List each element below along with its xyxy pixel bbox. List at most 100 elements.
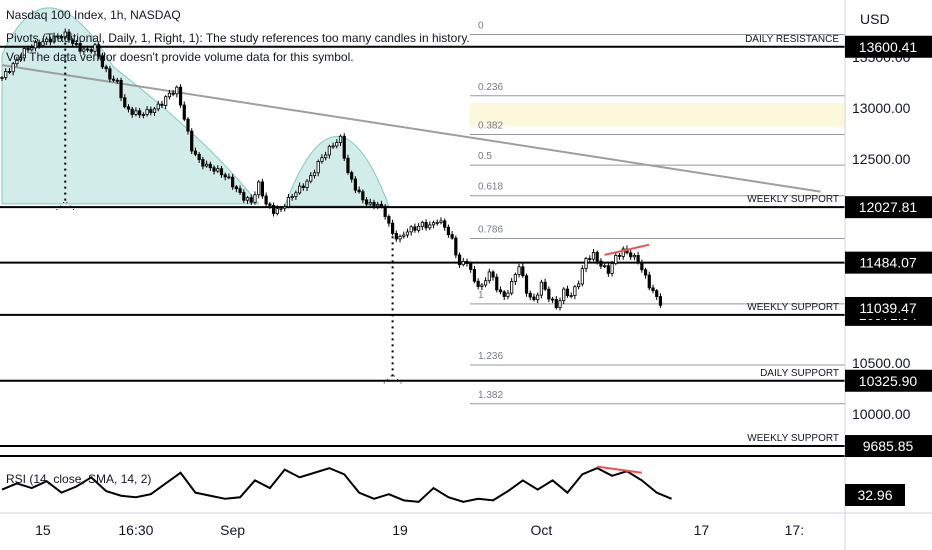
candle-body xyxy=(465,261,469,264)
candle-body xyxy=(156,103,160,110)
rsi-value-tag: 32.96 xyxy=(857,487,892,503)
candle-body xyxy=(469,263,473,270)
level-price-tag-box xyxy=(845,369,932,392)
candle-body xyxy=(379,203,384,208)
candle-body xyxy=(316,160,320,174)
candle-body xyxy=(446,226,451,235)
candle-body xyxy=(108,68,112,80)
candle-body xyxy=(632,255,637,258)
candle-body xyxy=(71,39,75,44)
candle-body xyxy=(495,276,499,291)
candle-body xyxy=(383,206,387,217)
candle-body xyxy=(394,233,398,240)
x-tick-label: 15 xyxy=(35,522,51,538)
candle-body xyxy=(227,176,231,179)
y-tick-label: 10500.00 xyxy=(852,355,911,371)
fib-label: 1 xyxy=(478,290,484,301)
candle-body xyxy=(643,269,648,276)
candle-body xyxy=(376,203,380,207)
candle-body xyxy=(603,265,607,268)
candle-body xyxy=(510,280,514,294)
candle-body xyxy=(357,189,361,193)
candle-body xyxy=(126,106,131,110)
candle-body xyxy=(231,176,235,188)
candle-body xyxy=(476,280,480,287)
rsi-line xyxy=(1,467,672,503)
y-tick-label: 10000.00 xyxy=(852,406,911,422)
candle-body xyxy=(30,47,34,51)
candle-body xyxy=(554,299,558,308)
x-tick-label: 17 xyxy=(694,522,710,538)
candle-body xyxy=(398,235,402,240)
candle-body xyxy=(245,197,250,201)
candle-body xyxy=(56,35,60,38)
fib-label: 0.5 xyxy=(478,151,492,162)
candle-body xyxy=(4,71,8,78)
candle-body xyxy=(74,43,78,45)
candle-body xyxy=(283,206,287,209)
fib-label: 0.236 xyxy=(478,82,503,93)
candle-body xyxy=(15,59,19,65)
candle-body xyxy=(0,77,4,79)
candle-body xyxy=(547,288,551,300)
candle-body xyxy=(461,261,465,266)
candle-body xyxy=(558,300,562,308)
level-price-tag: 11484.07 xyxy=(859,255,917,271)
candle-body xyxy=(18,57,23,61)
candle-body xyxy=(249,197,253,203)
candle-body xyxy=(275,208,279,214)
candle-body xyxy=(145,109,149,115)
candle-body xyxy=(521,266,525,277)
x-tick-label: Oct xyxy=(531,522,553,538)
candle-body xyxy=(242,192,246,201)
level-price-tag: 9685.85 xyxy=(863,438,914,454)
candle-body xyxy=(190,130,194,152)
x-tick-label: Sep xyxy=(220,522,245,538)
candle-body xyxy=(417,225,421,231)
candle-body xyxy=(614,255,618,264)
candle-body xyxy=(532,296,536,301)
candle-body xyxy=(402,234,406,237)
x-tick-label: 16:30 xyxy=(118,522,153,538)
candle-body xyxy=(629,252,633,258)
candle-body xyxy=(45,38,49,43)
level-price-tag: 10325.90 xyxy=(859,373,918,389)
candle-body xyxy=(513,274,517,282)
candle-body xyxy=(271,205,276,214)
candle-body xyxy=(428,224,432,229)
candle-body xyxy=(524,275,529,294)
candle-body xyxy=(279,207,283,210)
fib-label: 1.382 xyxy=(478,390,503,401)
candle-body xyxy=(97,44,101,57)
candle-body xyxy=(104,66,108,70)
trendline xyxy=(1,64,821,193)
candle-body xyxy=(409,226,413,233)
candle-body xyxy=(528,292,532,298)
x-tick-label: 17: xyxy=(785,522,804,538)
candle-body xyxy=(197,153,201,160)
candle-body xyxy=(405,231,410,236)
candle-body xyxy=(26,48,30,51)
candle-body xyxy=(424,221,428,229)
candle-body xyxy=(123,97,127,108)
candle-body xyxy=(100,55,105,68)
fib-label: 0 xyxy=(478,21,484,32)
candle-body xyxy=(238,188,242,193)
candle-body xyxy=(580,268,584,285)
candle-body xyxy=(141,114,145,116)
supply-zone xyxy=(470,102,845,127)
candle-body xyxy=(253,194,257,203)
level-name: WEEKLY SUPPORT xyxy=(747,433,839,444)
candle-body xyxy=(506,292,510,297)
rsi-label: RSI (14, close, SMA, 14, 2) xyxy=(6,472,151,486)
candle-body xyxy=(431,222,436,226)
candle-body xyxy=(606,265,610,274)
level-price-tag-box xyxy=(845,35,932,58)
candle-body xyxy=(208,163,212,169)
last-price-tag: 11039.47 xyxy=(859,300,917,316)
candle-body xyxy=(260,181,265,197)
chart-title: Nasdaq 100 Index, 1h, NASDAQ xyxy=(6,8,181,22)
candle-body xyxy=(472,269,477,282)
candle-body xyxy=(305,180,309,188)
